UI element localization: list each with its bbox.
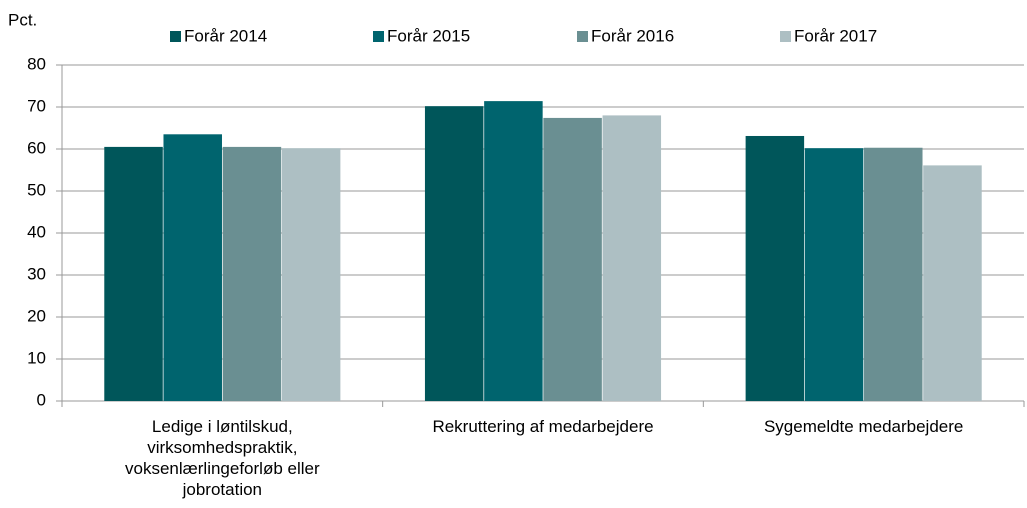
x-tick-label: Sygemeldte medarbejdere (763, 417, 964, 436)
legend-swatch (170, 31, 181, 42)
bar (104, 146, 163, 401)
legend-swatch (780, 31, 791, 42)
bar (923, 165, 982, 401)
bar (804, 148, 864, 401)
bar (864, 147, 923, 401)
y-tick-label: 70 (27, 96, 46, 115)
bar (281, 148, 341, 401)
bar (484, 101, 543, 402)
y-tick-label: 80 (27, 54, 46, 73)
y-tick-label: 10 (27, 348, 46, 367)
legend-label: Forår 2017 (794, 26, 877, 45)
y-tick-label: 30 (27, 264, 46, 283)
x-tick-label: Ledige i løntilskud, virksomhedspraktik,… (125, 417, 320, 499)
y-tick-label: 0 (37, 390, 46, 409)
bar (163, 134, 222, 402)
bar (602, 115, 662, 402)
y-tick-label: 60 (27, 138, 46, 157)
y-tick-label: 50 (27, 180, 46, 199)
x-tick-label: Rekruttering af medarbejdere (432, 417, 654, 436)
legend-label: Forår 2016 (591, 26, 674, 45)
y-axis-label: Pct. (8, 10, 37, 29)
bar (745, 135, 805, 402)
bar (543, 117, 602, 402)
y-tick-label: 20 (27, 306, 46, 325)
legend-label: Forår 2015 (387, 26, 470, 45)
y-tick-label: 40 (27, 222, 46, 241)
legend-label: Forår 2014 (184, 26, 267, 45)
legend-swatch (577, 31, 588, 42)
bar (424, 106, 484, 401)
bar (222, 146, 282, 401)
legend-swatch (373, 31, 384, 42)
